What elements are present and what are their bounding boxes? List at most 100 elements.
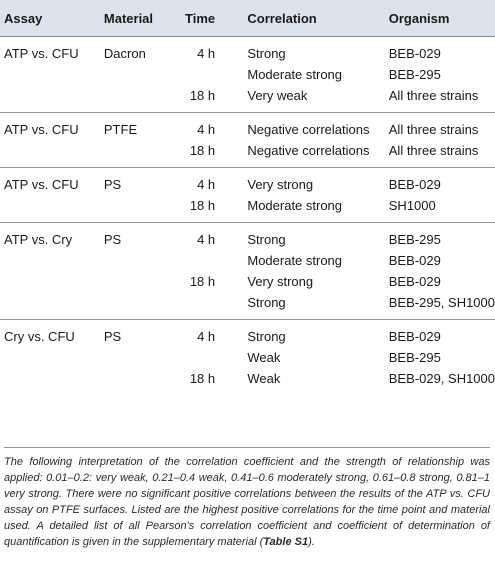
cell-assay	[0, 140, 104, 168]
cell-time	[173, 250, 215, 271]
cell-assay: Cry vs. CFU	[0, 319, 104, 347]
table-row: Cry vs. CFU PS 4 h Strong BEB-029	[0, 319, 495, 347]
header-assay: Assay	[0, 0, 104, 37]
cell-organism: BEB-029	[388, 274, 441, 289]
cell-assay	[0, 64, 104, 85]
cell-organism: BEB-029	[388, 319, 495, 347]
cell-time	[173, 292, 215, 320]
header-gap	[215, 0, 248, 37]
cell-gap	[215, 292, 247, 320]
cell-organism: BEB-029	[388, 253, 441, 268]
cell-correlation: Weak	[247, 350, 281, 365]
cell-gap	[215, 368, 247, 395]
table-row: ATP vs. CFU PS 4 h Very strong BEB-029	[0, 167, 495, 195]
cell-assay	[0, 368, 104, 395]
cell-material	[104, 140, 173, 168]
cell-assay	[0, 195, 104, 223]
table-row: Weak BEB-295	[0, 347, 495, 368]
cell-organism: BEB-029, SH1000	[388, 371, 495, 386]
cell-material	[104, 292, 173, 320]
cell-time: 18 h	[189, 198, 216, 213]
cell-correlation: Negative correlations	[247, 112, 389, 140]
cell-gap	[215, 85, 247, 113]
cell-time: 4 h	[173, 222, 216, 250]
cell-organism: BEB-295	[388, 350, 441, 365]
cell-assay	[0, 347, 104, 368]
table-row: Strong BEB-295, SH1000	[0, 292, 495, 320]
cell-correlation: Very weak	[247, 88, 308, 103]
cell-organism: SH1000	[388, 198, 436, 213]
cell-assay	[0, 271, 104, 292]
header-organism: Organism	[388, 0, 495, 37]
cell-material	[104, 250, 173, 271]
cell-assay: ATP vs. CFU	[0, 167, 104, 195]
cell-organism: BEB-295, SH1000	[388, 295, 495, 310]
cell-correlation: Negative correlations	[247, 143, 370, 158]
cell-gap	[215, 271, 247, 292]
cell-time	[173, 347, 215, 368]
cell-gap	[215, 112, 248, 140]
cell-assay	[0, 250, 104, 271]
cell-time: 4 h	[173, 112, 216, 140]
table-row: 18 h Moderate strong SH1000	[0, 195, 495, 223]
cell-time: 4 h	[173, 167, 216, 195]
cell-time: 4 h	[197, 46, 216, 61]
cell-time: 18 h	[189, 88, 216, 103]
header-material: Material	[103, 0, 174, 37]
table-row: ATP vs. Cry PS 4 h Strong BEB-295	[0, 222, 495, 250]
cell-material: PS	[103, 167, 174, 195]
cell-time: 18 h	[189, 371, 216, 386]
cell-gap	[215, 37, 247, 65]
cell-material	[104, 271, 173, 292]
cell-time: 4 h	[173, 319, 216, 347]
cell-correlation: Strong	[247, 319, 389, 347]
cell-material	[104, 64, 173, 85]
table-row: ATP vs. CFU Dacron 4 h Strong BEB-029	[0, 37, 495, 65]
cell-correlation: Moderate strong	[247, 198, 343, 213]
cell-organism: All three strains	[388, 143, 479, 158]
table-row: 18 h Negative correlations All three strai…	[0, 140, 495, 168]
cell-organism: BEB-029	[388, 46, 441, 61]
footnote-end: ).	[308, 536, 315, 548]
cell-material	[104, 195, 173, 223]
cell-material: PS	[103, 222, 174, 250]
cell-material: PTFE	[103, 112, 174, 140]
cell-time: 18 h	[189, 143, 216, 158]
footnote-text: The following interpretation of the corr…	[4, 456, 490, 548]
cell-time	[173, 64, 215, 85]
cell-gap	[215, 347, 247, 368]
cell-gap	[215, 140, 247, 168]
cell-gap	[215, 319, 248, 347]
cell-gap	[215, 195, 247, 223]
cell-organism: BEB-029	[388, 167, 495, 195]
cell-correlation: Very strong	[247, 274, 314, 289]
cell-correlation: Moderate strong	[247, 67, 343, 82]
correlation-table: Assay Material Time Correlation Organism…	[0, 0, 495, 396]
cell-material	[104, 85, 173, 113]
cell-organism: All three strains	[388, 112, 495, 140]
cell-gap	[215, 222, 248, 250]
table-header-row: Assay Material Time Correlation Organism	[0, 0, 495, 37]
table-row: 18 h Weak BEB-029, SH1000	[0, 368, 495, 395]
cell-material	[104, 368, 173, 395]
table-body: ATP vs. CFU Dacron 4 h Strong BEB-029 Moderat…	[0, 37, 495, 396]
cell-organism: BEB-295	[388, 222, 495, 250]
cell-gap	[215, 64, 247, 85]
table-row: 18 h Very weak All three strains	[0, 85, 495, 113]
cell-correlation: Strong	[247, 46, 286, 61]
cell-correlation: Very strong	[247, 167, 389, 195]
header-correlation: Correlation	[247, 0, 389, 37]
cell-material: PS	[103, 319, 174, 347]
cell-assay	[0, 85, 104, 113]
footnote-table-ref: Table S1	[263, 536, 309, 548]
header-time: Time	[173, 0, 216, 37]
cell-organism: All three strains	[388, 88, 479, 103]
table-row: Moderate strong BEB-029	[0, 250, 495, 271]
table-footnote: The following interpretation of the corr…	[4, 447, 490, 550]
cell-time: 18 h	[189, 274, 216, 289]
table-row: Moderate strong BEB-295	[0, 64, 495, 85]
cell-gap	[215, 250, 247, 271]
cell-assay: ATP vs. CFU	[0, 112, 104, 140]
table-row: ATP vs. CFU PTFE 4 h Negative correlations A…	[0, 112, 495, 140]
